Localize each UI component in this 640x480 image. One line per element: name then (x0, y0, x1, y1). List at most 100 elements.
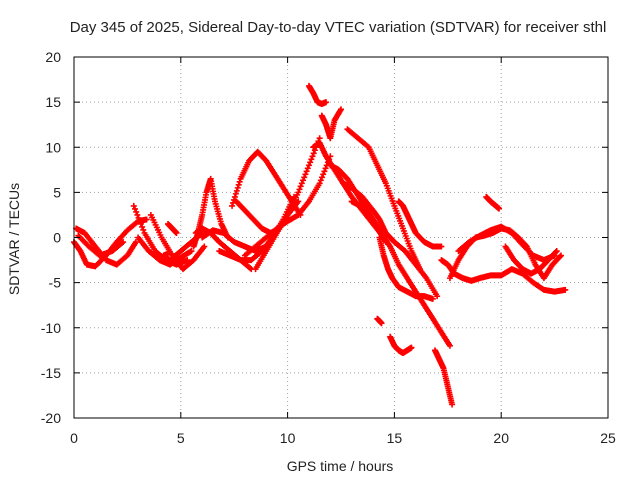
data-point (298, 180, 305, 187)
y-tick-label: -10 (41, 320, 61, 336)
data-point (408, 344, 415, 351)
series-arc-34 (502, 243, 560, 277)
data-point (323, 99, 330, 106)
series-arc-14 (252, 135, 323, 273)
data-point (232, 190, 239, 197)
data-point (557, 253, 564, 260)
data-points (71, 82, 569, 408)
series-arc-8 (190, 175, 231, 250)
series-arc-2 (73, 225, 139, 268)
data-point (301, 174, 308, 181)
series-arc-27 (374, 315, 385, 327)
chart-title: Day 345 of 2025, Sidereal Day-to-day VTE… (70, 19, 607, 36)
data-point (309, 153, 316, 160)
data-point (434, 293, 441, 300)
data-point (137, 220, 144, 227)
series-arc-25 (391, 239, 441, 300)
data-point (133, 208, 140, 215)
x-axis-label: GPS time / hours (287, 458, 394, 474)
data-point (338, 106, 344, 113)
y-tick-label: 20 (45, 49, 61, 65)
data-point (131, 205, 138, 212)
data-point (173, 229, 180, 236)
data-point (188, 248, 195, 255)
y-tick-label: 0 (53, 230, 61, 246)
data-point (307, 159, 314, 166)
series-arc-16 (305, 82, 330, 107)
y-tick-label: 15 (45, 94, 61, 110)
series-arc-21 (344, 126, 424, 273)
data-point (118, 240, 125, 247)
x-tick-label: 5 (177, 430, 185, 446)
data-point (231, 193, 238, 200)
y-tick-label: -15 (41, 365, 61, 381)
series-arc-28 (387, 333, 415, 357)
data-point (305, 162, 312, 169)
data-point (135, 214, 142, 221)
data-point (322, 165, 329, 172)
x-tick-label: 15 (387, 430, 403, 446)
data-point (308, 156, 315, 163)
series-arc-36 (160, 250, 171, 259)
x-axis-ticks: 0 5 10 15 20 25 (70, 57, 616, 446)
data-point (229, 202, 236, 209)
data-point (429, 295, 436, 302)
data-point (321, 168, 328, 175)
series-arc-11 (216, 193, 298, 264)
data-point (297, 183, 304, 190)
x-tick-label: 10 (280, 430, 296, 446)
series-arc-35 (164, 220, 180, 236)
data-point (139, 223, 146, 230)
data-point (233, 187, 240, 194)
data-point (364, 143, 371, 150)
series-arc-3 (75, 232, 127, 259)
data-point (295, 198, 302, 205)
data-point (438, 243, 445, 250)
series-arc-24 (387, 243, 453, 349)
data-point (143, 216, 150, 223)
y-tick-label: 5 (53, 184, 61, 200)
series-arc-32 (455, 223, 558, 264)
data-point (136, 217, 143, 224)
series-arc-12 (229, 148, 304, 218)
data-point (319, 174, 326, 181)
data-point (247, 265, 254, 272)
data-point (449, 401, 456, 408)
y-axis-label: SDTVAR / TECUs (6, 183, 22, 295)
data-point (132, 239, 139, 246)
data-point (317, 177, 324, 184)
data-point (553, 248, 560, 255)
data-point (201, 243, 208, 250)
data-point (552, 249, 559, 256)
data-point (303, 168, 310, 175)
series-arc-26 (395, 198, 445, 250)
x-tick-label: 20 (493, 430, 509, 446)
data-point (558, 252, 565, 259)
series-arc-17 (318, 106, 344, 142)
data-point (235, 181, 242, 188)
data-point (140, 226, 147, 233)
series-arc-30 (438, 257, 569, 295)
x-tick-label: 25 (600, 430, 616, 446)
data-point (120, 239, 127, 246)
data-point (496, 205, 503, 212)
data-point (310, 150, 317, 157)
data-point (382, 239, 389, 246)
series-arc-22 (348, 198, 389, 246)
y-tick-label: 10 (45, 139, 61, 155)
data-point (316, 180, 323, 187)
y-tick-label: -20 (41, 410, 61, 426)
y-tick-label: -5 (49, 275, 62, 291)
y-axis-ticks: -20 -15 -10 -5 0 5 10 15 20 (41, 49, 608, 426)
data-point (296, 186, 303, 193)
series-arc-33 (483, 193, 503, 212)
series-arc-6 (147, 211, 208, 273)
data-point (234, 184, 241, 191)
data-point (304, 165, 311, 172)
series-arc-29 (431, 347, 456, 408)
data-point (130, 202, 137, 209)
data-point (562, 286, 569, 293)
data-point (446, 342, 453, 349)
data-point (164, 250, 171, 257)
